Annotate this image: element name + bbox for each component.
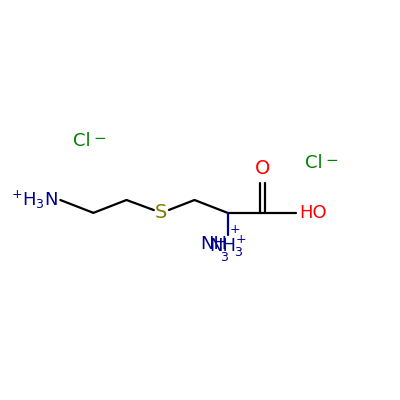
Text: +: + [235,233,246,246]
Text: $^{+}$H$_3$N: $^{+}$H$_3$N [11,189,58,211]
Text: 3: 3 [234,246,242,259]
Text: Cl: Cl [305,154,322,172]
Text: O: O [255,159,270,178]
Text: NH: NH [201,235,228,253]
Text: −: − [94,131,106,146]
Text: NH: NH [210,237,237,255]
Text: S: S [155,203,168,222]
Text: −: − [325,153,338,168]
Text: HO: HO [299,204,327,222]
Text: 3: 3 [220,251,228,264]
Text: Cl: Cl [73,132,91,150]
Text: +: + [230,223,240,236]
